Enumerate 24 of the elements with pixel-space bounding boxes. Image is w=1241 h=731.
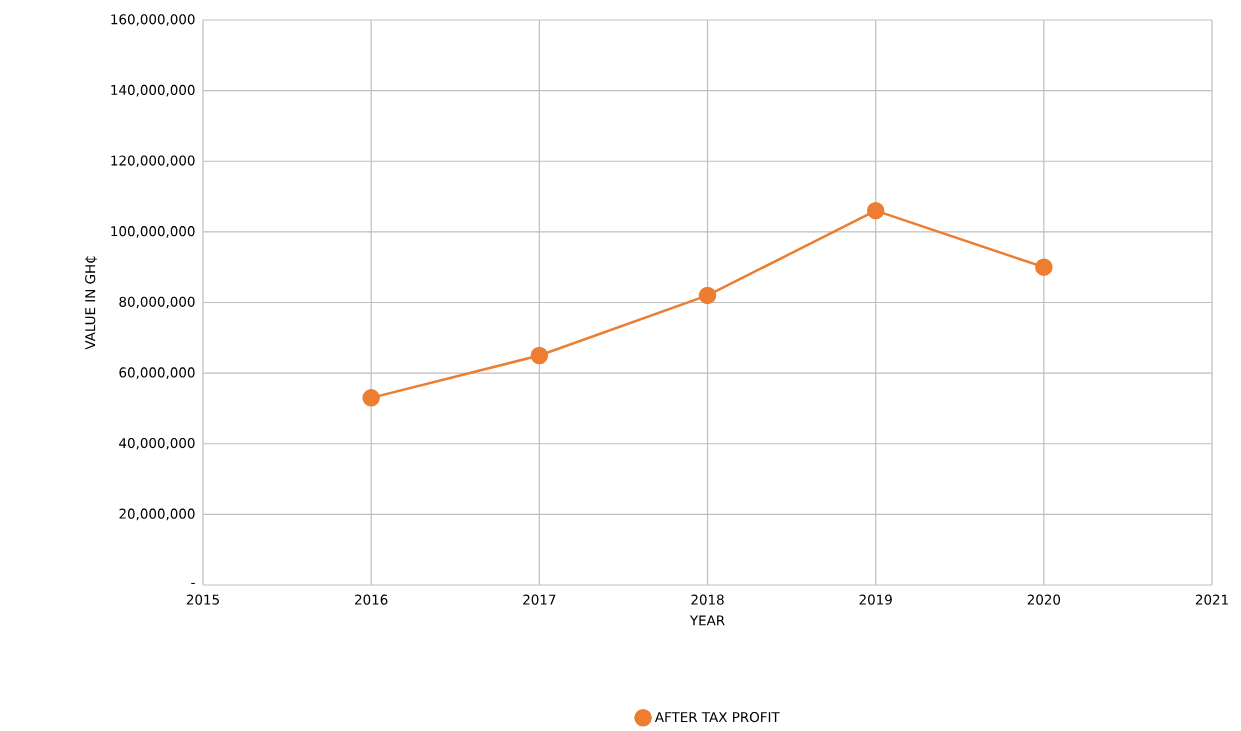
y-tick-label: 120,000,000 [111, 155, 195, 168]
legend-label: AFTER TAX PROFIT [654, 712, 780, 723]
x-tick-label: 2019 [859, 594, 892, 605]
y-tick-label: 20,000,000 [119, 508, 195, 521]
x-tick-label: 2020 [1027, 594, 1061, 605]
x-tick-label: 2016 [355, 594, 388, 605]
x-tick-label: 2021 [1195, 594, 1228, 605]
point [530, 346, 549, 365]
y-tick-label: 40,000,000 [119, 437, 195, 450]
x-tick-label: 2015 [186, 594, 219, 605]
y-tick-label: 60,000,000 [119, 367, 195, 379]
x-tick-label: 2018 [691, 594, 724, 605]
y-tick-label: - [191, 582, 195, 584]
point [866, 201, 885, 220]
point [362, 389, 380, 407]
y-tick-label: 100,000,000 [111, 226, 195, 238]
point [1035, 258, 1053, 276]
y-tick-label: 140,000,000 [111, 84, 195, 97]
point [698, 286, 717, 305]
x-axis-title: YEAR [689, 615, 725, 626]
y-tick-label: 80,000,000 [119, 296, 195, 309]
y-tick-label: 160,000,000 [111, 14, 195, 26]
y-axis-title: VALUE IN GH₵ [84, 256, 98, 350]
x-tick-label: 2017 [523, 594, 556, 605]
